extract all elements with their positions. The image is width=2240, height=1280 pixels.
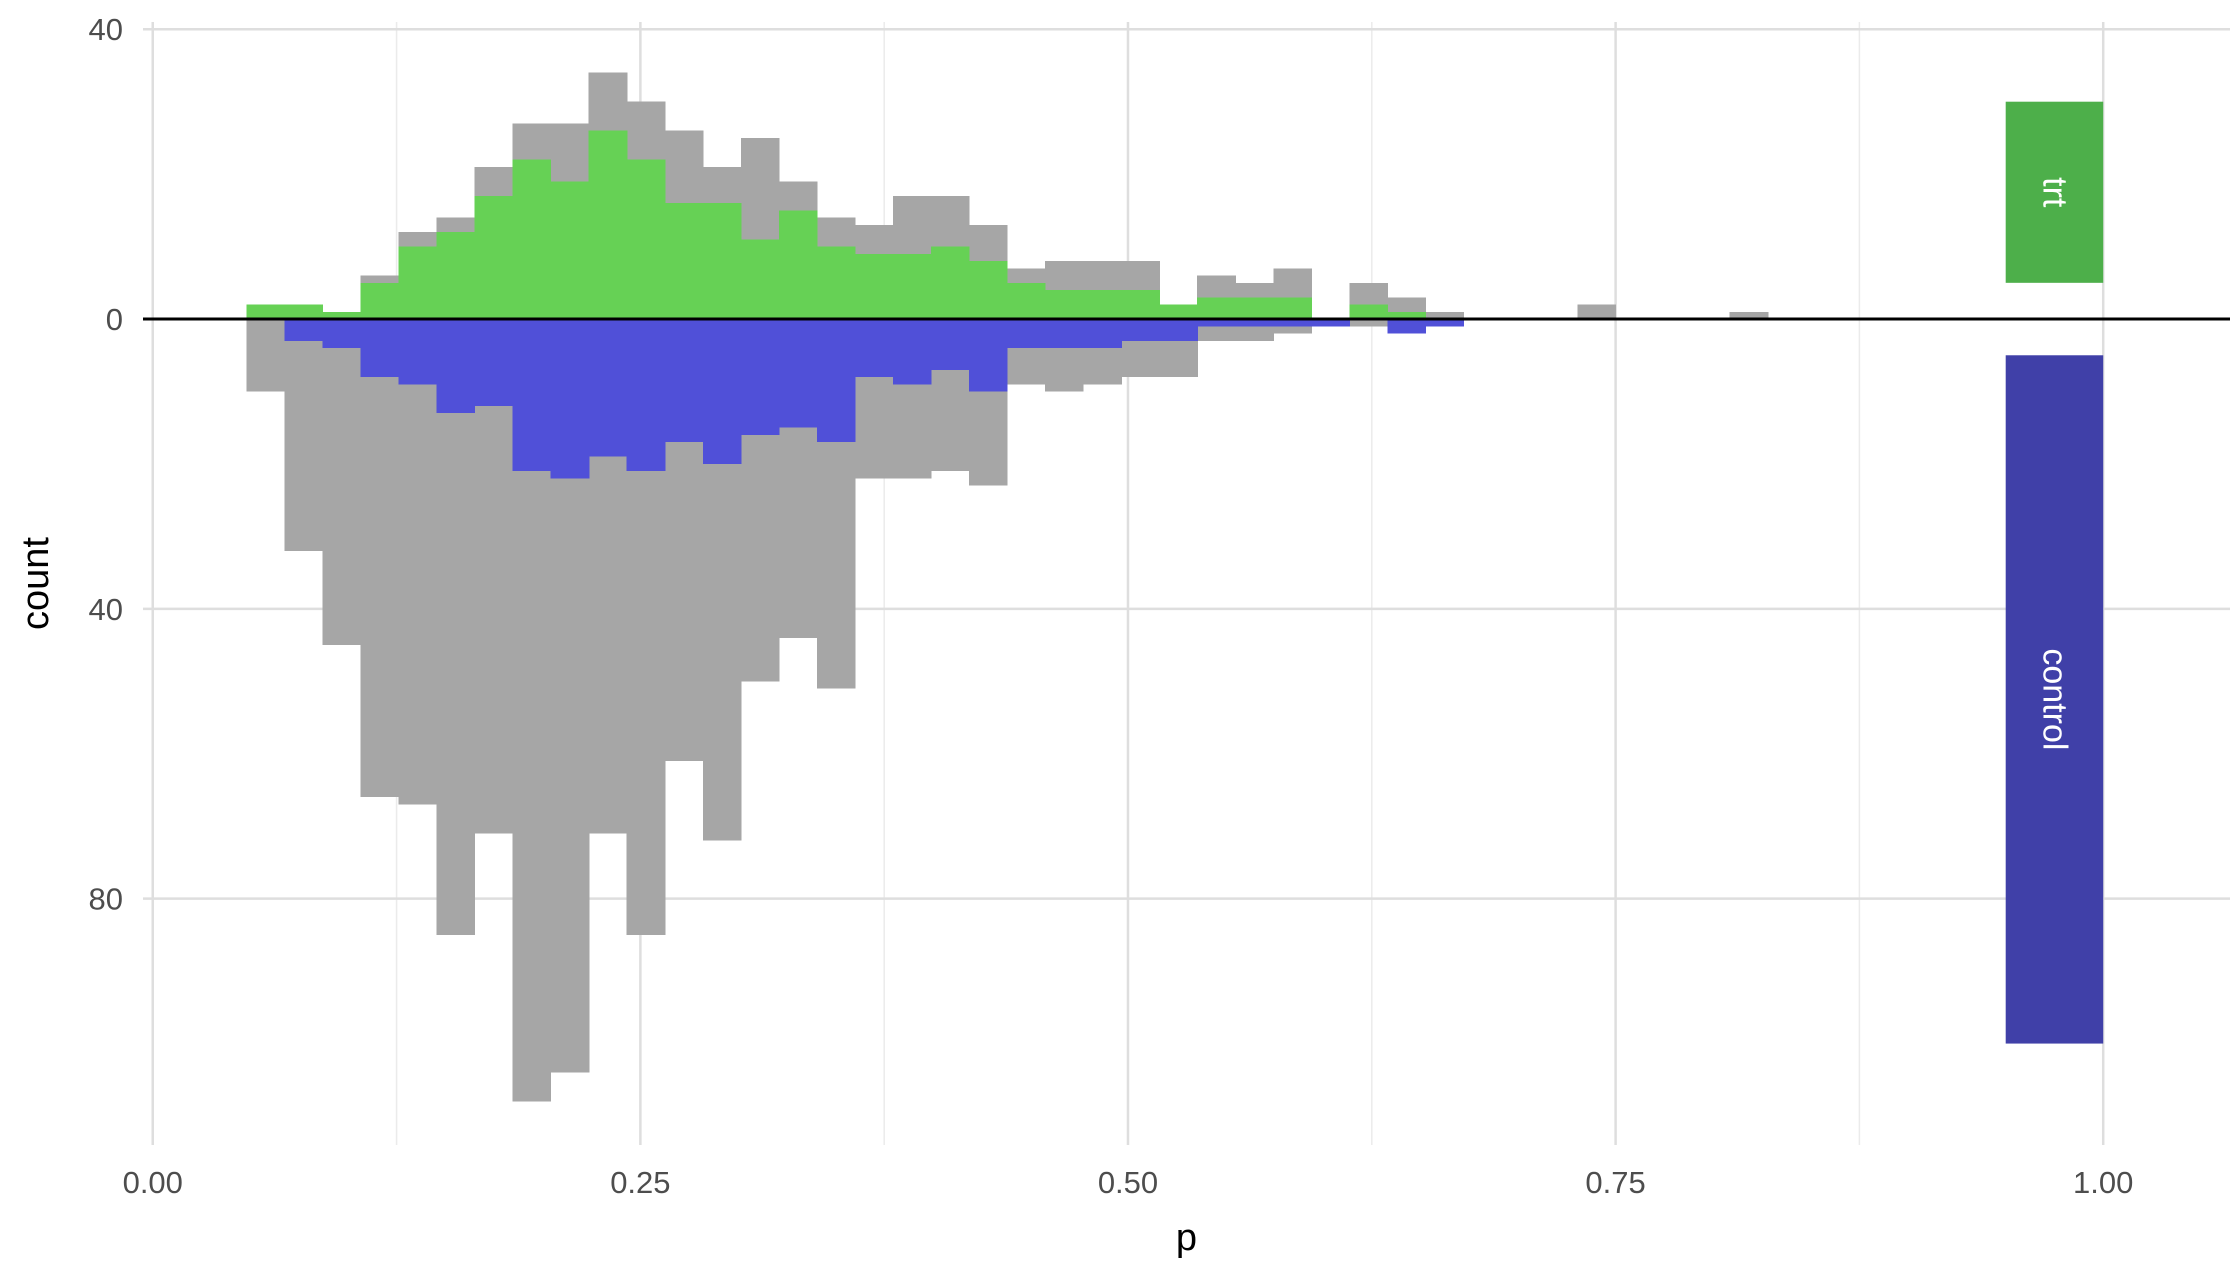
control-overall-bar xyxy=(246,319,286,392)
trt-matched-bar xyxy=(854,253,894,320)
control-matched-bar xyxy=(1273,319,1312,327)
control-matched-bar xyxy=(1387,319,1427,334)
trt-matched-bar xyxy=(284,304,324,320)
control-matched-bar xyxy=(930,319,970,370)
control-matched-bar xyxy=(854,319,894,378)
trt-matched-bar xyxy=(588,130,628,320)
trt-matched-bar xyxy=(626,159,666,320)
trt-matched-bar xyxy=(778,210,818,320)
control-matched-bar xyxy=(474,319,514,406)
control-matched-bar xyxy=(626,319,666,472)
control-matched-bar xyxy=(778,319,818,428)
strip-label-control: control xyxy=(2035,648,2073,750)
trt-matched-bar xyxy=(816,246,856,320)
control-matched-bar xyxy=(360,319,400,378)
strip-trt xyxy=(2005,101,2104,283)
control-matched-bar xyxy=(1121,319,1160,341)
y-axis-title: count xyxy=(15,537,57,630)
trt-matched-bar xyxy=(969,261,1008,320)
x-axis-title: p xyxy=(1176,1217,1197,1259)
control-matched-bar xyxy=(550,319,590,479)
trt-matched-bar xyxy=(930,246,970,320)
control-matched-bar xyxy=(1159,319,1198,341)
trt-overall-bar xyxy=(1425,311,1465,320)
x-tick-label: 0.50 xyxy=(1098,1165,1158,1200)
trt-matched-bar xyxy=(474,195,514,320)
control-matched-bar xyxy=(1311,319,1350,327)
trt-matched-bar xyxy=(1159,304,1198,320)
trt-matched-bar xyxy=(1121,290,1160,320)
control-matched-bar xyxy=(322,319,362,349)
trt-matched-bar xyxy=(702,203,742,320)
control-matched-bar xyxy=(1235,319,1274,327)
trt-matched-bar xyxy=(322,311,362,320)
trt-overall-bar xyxy=(1729,311,1769,320)
strip-control xyxy=(2005,355,2104,1044)
histogram-bars xyxy=(246,72,1769,1102)
trt-matched-bar xyxy=(664,203,704,320)
control-matched-bar xyxy=(588,319,628,457)
control-matched-bar xyxy=(436,319,476,414)
control-matched-bar xyxy=(512,319,552,472)
control-overall-bar xyxy=(360,319,400,798)
y-tick-label: 80 xyxy=(89,882,123,917)
control-overall-bar xyxy=(322,319,362,646)
x-tick-label: 1.00 xyxy=(2073,1165,2133,1200)
trt-matched-bar xyxy=(1083,290,1122,320)
control-overall-bar xyxy=(398,319,438,805)
x-tick-label: 0.00 xyxy=(123,1165,183,1200)
trt-matched-bar xyxy=(398,246,438,320)
control-matched-bar xyxy=(740,319,780,435)
trt-matched-bar xyxy=(892,253,932,320)
trt-matched-bar xyxy=(1349,304,1388,320)
tick-labels: 0.00 0.25 0.50 0.75 1.00 40 0 40 80 xyxy=(89,12,2134,1200)
y-tick-label: 40 xyxy=(89,12,123,47)
control-overall-bar xyxy=(436,319,476,935)
trt-matched-bar xyxy=(1273,297,1312,320)
control-matched-bar xyxy=(816,319,856,443)
control-matched-bar xyxy=(664,319,704,443)
strip-label-trt: trt xyxy=(2035,177,2073,208)
trt-matched-bar xyxy=(740,239,780,320)
control-matched-bar xyxy=(1083,319,1122,349)
control-matched-bar xyxy=(892,319,932,385)
y-tick-label: 40 xyxy=(89,592,123,627)
control-matched-bar xyxy=(398,319,438,385)
control-matched-bar xyxy=(1425,319,1465,327)
trt-matched-bar xyxy=(360,282,400,320)
trt-matched-bar xyxy=(436,232,476,320)
control-matched-bar xyxy=(702,319,742,464)
group-label-strips: trt control xyxy=(2005,101,2104,1044)
trt-matched-bar xyxy=(1007,282,1046,320)
trt-matched-bar xyxy=(246,304,286,320)
control-matched-bar xyxy=(284,319,324,341)
x-tick-label: 0.25 xyxy=(610,1165,670,1200)
trt-matched-bar xyxy=(1387,311,1427,320)
control-matched-bar xyxy=(969,319,1008,392)
trt-matched-bar xyxy=(1197,297,1236,320)
control-overall-bar xyxy=(1349,319,1388,327)
control-matched-bar xyxy=(1007,319,1046,349)
x-tick-label: 0.75 xyxy=(1585,1165,1645,1200)
trt-matched-bar xyxy=(1045,290,1084,320)
trt-matched-bar xyxy=(512,159,552,320)
control-matched-bar xyxy=(1045,319,1084,349)
trt-matched-bar xyxy=(1235,297,1274,320)
trt-matched-bar xyxy=(550,181,590,320)
control-matched-bar xyxy=(1197,319,1236,327)
control-overall-bar xyxy=(284,319,324,551)
y-tick-label: 0 xyxy=(106,302,123,337)
trt-overall-bar xyxy=(1577,304,1617,320)
